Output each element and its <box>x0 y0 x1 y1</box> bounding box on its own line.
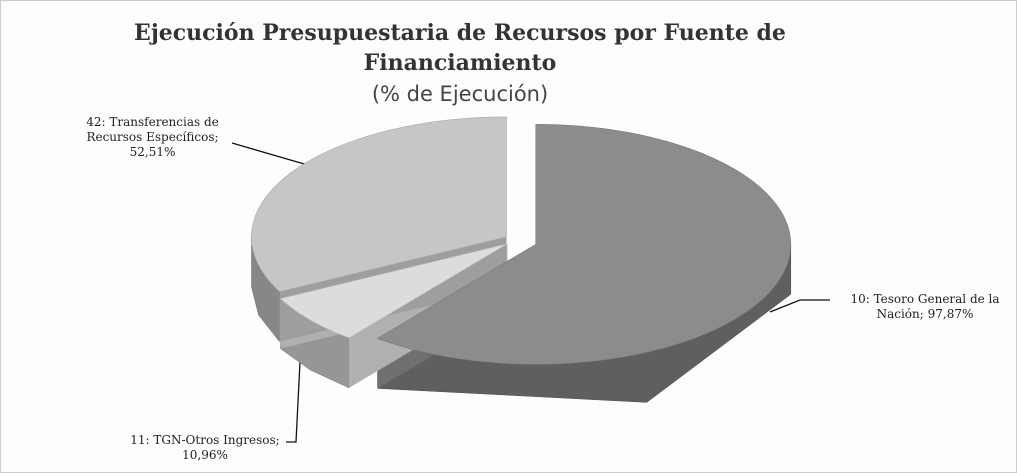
data-label: 10: Tesoro General de la Nación; 97,87% <box>825 292 1017 322</box>
pie-slice <box>376 123 792 365</box>
data-label: 42: Transferencias de Recursos Específic… <box>70 115 235 160</box>
value-label: 52,51% <box>129 145 176 159</box>
chart-title: Ejecución Presupuestaria de Recursos por… <box>134 20 786 76</box>
leader-line <box>769 299 830 313</box>
value-label: 97,87% <box>927 307 974 321</box>
category-label: 10: Tesoro General de la Nación; <box>850 292 1000 321</box>
chart-subtitle: (% de Ejecución) <box>371 82 549 106</box>
data-label: 11: TGN-Otros Ingresos; 10,96% <box>125 433 285 463</box>
category-label: 42: Transferencias de Recursos Específic… <box>86 115 219 144</box>
category-label: 11: TGN-Otros Ingresos; <box>130 433 280 447</box>
pie-slice <box>251 116 507 293</box>
leader-line <box>286 361 301 443</box>
value-label: 10,96% <box>182 448 228 462</box>
pie-slice <box>279 243 508 339</box>
